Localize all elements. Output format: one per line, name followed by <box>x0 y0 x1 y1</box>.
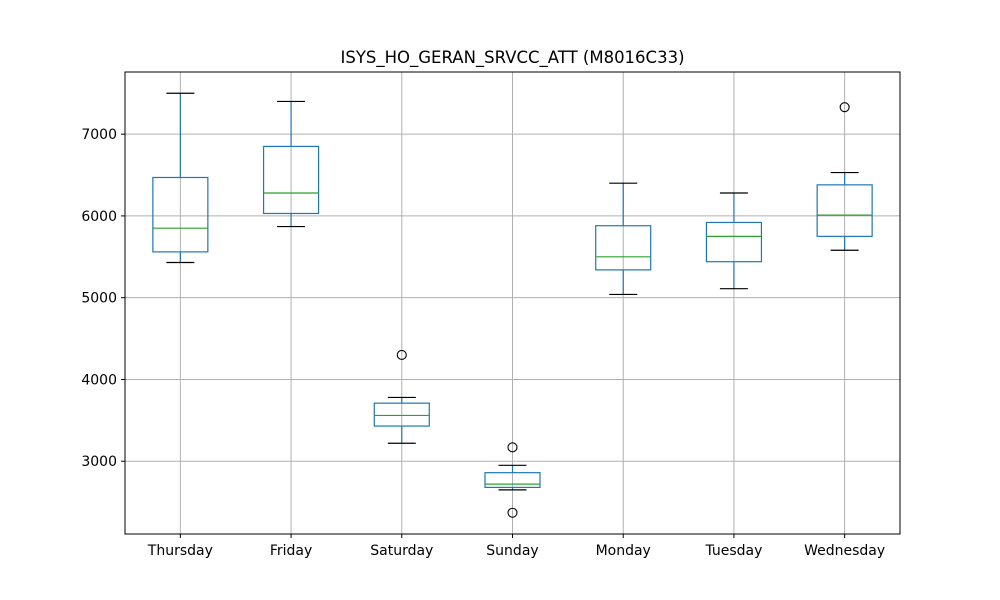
box-monday <box>595 182 652 296</box>
outlier-point <box>507 442 518 453</box>
y-tick-label: 5000 <box>81 291 117 307</box>
box-tuesday <box>705 192 763 290</box>
x-tick-label: Sunday <box>486 543 538 559</box>
box-body <box>262 145 320 215</box>
box-body <box>373 402 430 427</box>
x-tick-label: Wednesday <box>804 543 885 559</box>
y-tick-label: 6000 <box>81 209 117 225</box>
outlier-point <box>507 507 518 518</box>
box-friday <box>262 100 320 228</box>
x-tick-label: Monday <box>596 543 651 559</box>
box-thursday <box>152 92 209 264</box>
chart-title: ISYS_HO_GERAN_SRVCC_ATT (M8016C33) <box>340 48 684 68</box>
y-tick-label: 7000 <box>81 127 117 143</box>
box-body <box>595 225 652 271</box>
y-tick-label: 4000 <box>81 372 117 388</box>
tick-layer: 3000 4000 5000 6000 7000 Thursday Friday Saturd… <box>81 127 885 559</box>
box-layer <box>152 92 873 518</box>
x-tick-label: Friday <box>270 543 312 559</box>
box-body <box>705 221 763 263</box>
y-tick-label: 3000 <box>81 454 117 470</box>
x-tick-label: Tuesday <box>704 543 762 559</box>
outlier-point <box>839 102 850 113</box>
box-body <box>152 176 209 253</box>
box-saturday <box>373 349 430 444</box>
x-tick-label: Saturday <box>370 543 433 559</box>
box-body <box>816 184 873 237</box>
box-sunday <box>484 442 541 518</box>
outlier-point <box>396 349 407 360</box>
box-wednesday <box>816 102 873 251</box>
x-tick-label: Thursday <box>147 543 213 559</box>
box-body <box>484 472 541 488</box>
